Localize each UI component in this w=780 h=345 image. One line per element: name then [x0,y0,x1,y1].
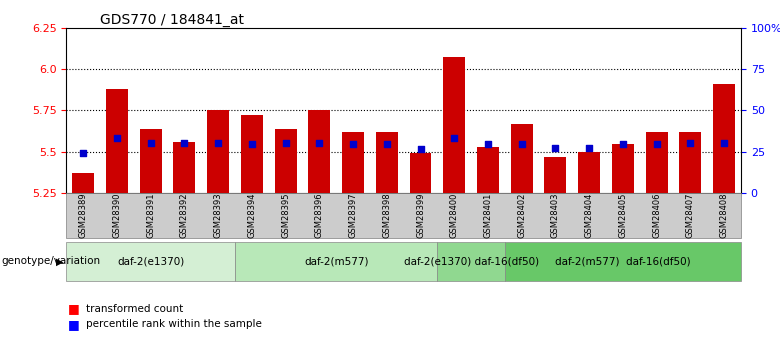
Text: ▶: ▶ [56,256,64,266]
Bar [612,144,634,193]
Text: GSM28401: GSM28401 [484,193,492,238]
Point [77,150,90,155]
Point [347,141,360,147]
Bar [511,124,533,193]
Text: GSM28392: GSM28392 [180,193,189,238]
Text: ■: ■ [68,302,80,315]
Text: GSM28397: GSM28397 [349,193,357,238]
Point [482,141,495,147]
Bar [477,147,499,193]
Text: transformed count: transformed count [86,304,183,314]
Point [178,140,190,146]
Point [381,141,393,147]
Point [684,140,697,146]
Point [583,145,595,150]
Point [111,135,123,140]
Point [246,141,258,147]
Bar [578,152,600,193]
Bar [646,132,668,193]
Point [448,135,460,140]
Text: GSM28391: GSM28391 [146,193,155,238]
Text: daf-2(e1370): daf-2(e1370) [117,256,184,266]
Bar [140,129,161,193]
Bar [73,173,94,193]
Text: GSM28402: GSM28402 [517,193,526,238]
Text: GSM28403: GSM28403 [551,193,560,238]
Point [279,140,292,146]
Text: GSM28407: GSM28407 [686,193,695,238]
Text: GSM28395: GSM28395 [281,193,290,238]
Text: GSM28400: GSM28400 [450,193,459,238]
Point [718,140,730,146]
Point [617,141,629,147]
Text: GSM28394: GSM28394 [247,193,257,238]
Text: daf-2(e1370) daf-16(df50): daf-2(e1370) daf-16(df50) [403,256,539,266]
Point [313,140,325,146]
Text: GSM28398: GSM28398 [382,193,392,238]
Text: daf-2(m577)  daf-16(df50): daf-2(m577) daf-16(df50) [555,256,691,266]
Text: GSM28408: GSM28408 [720,193,729,238]
Point [549,145,562,150]
Text: GSM28390: GSM28390 [112,193,122,238]
Bar [713,84,735,193]
Bar [410,154,431,193]
Point [212,140,225,146]
Bar [376,132,398,193]
Bar [241,115,263,193]
Text: GSM28396: GSM28396 [315,193,324,238]
Text: GSM28405: GSM28405 [619,193,627,238]
Text: percentile rank within the sample: percentile rank within the sample [86,319,261,329]
Bar [443,57,465,193]
Bar [342,132,364,193]
Text: GSM28406: GSM28406 [652,193,661,238]
Bar [275,129,296,193]
Bar [106,89,128,193]
Point [414,147,427,152]
Point [144,140,157,146]
Text: daf-2(m577): daf-2(m577) [304,256,368,266]
Text: GSM28393: GSM28393 [214,193,222,238]
Text: GSM28399: GSM28399 [416,193,425,238]
Point [651,141,663,147]
Bar [308,110,330,193]
Text: GDS770 / 184841_at: GDS770 / 184841_at [100,12,244,27]
Bar [544,157,566,193]
Text: ■: ■ [68,318,80,331]
Text: GSM28404: GSM28404 [585,193,594,238]
Bar [207,110,229,193]
Point [516,141,528,147]
Text: genotype/variation: genotype/variation [2,256,101,266]
Bar [173,142,195,193]
Text: GSM28389: GSM28389 [79,193,87,238]
Bar [679,132,701,193]
